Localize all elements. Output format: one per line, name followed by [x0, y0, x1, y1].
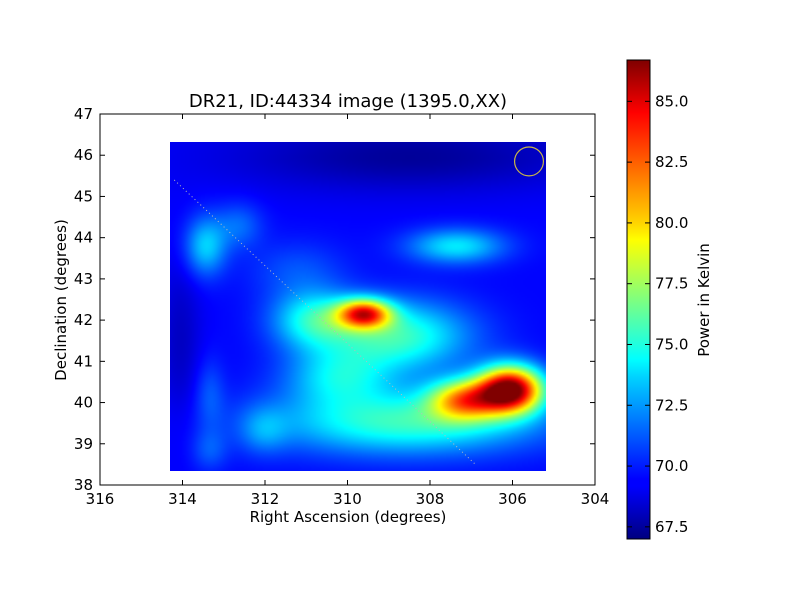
colorbar: 67.5 70.0 72.5 75.0 77.5 80.0 82.5 85.0 Power i…: [626, 59, 713, 540]
x-tick-label: 304: [581, 490, 610, 508]
y-tick-label: 47: [74, 105, 93, 123]
beam-size-circle: [513, 146, 545, 177]
colorbar-label: Power in Kelvin: [695, 243, 713, 357]
chart-title: DR21, ID:44334 image (1395.0,XX): [189, 91, 507, 112]
colorbar-tick-label: 67.5: [655, 518, 688, 536]
y-tick-label: 38: [74, 476, 93, 494]
y-tick-label: 43: [74, 270, 93, 288]
y-tick-label: 46: [74, 146, 93, 164]
y-tick-label: 44: [74, 229, 93, 247]
colorbar-tick-label: 82.5: [655, 153, 688, 171]
colorbar-tick-label: 70.0: [655, 457, 688, 475]
x-axis-label: Right Ascension (degrees): [250, 508, 447, 526]
x-tick-label: 306: [498, 490, 527, 508]
heatmap-image: [170, 142, 546, 471]
x-tick-label: 310: [333, 490, 362, 508]
colorbar-tick-label: 75.0: [655, 335, 688, 353]
overlay-layer: [173, 146, 545, 465]
x-axis-ticks: 316 314 312 310 308 306 304: [86, 114, 610, 508]
colorbar-gradient: [626, 59, 651, 540]
y-tick-label: 42: [74, 311, 93, 329]
main-plot-axes: DR21, ID:44334 image (1395.0,XX) 316 314 3…: [52, 91, 609, 526]
colorbar-tick-label: 72.5: [655, 396, 688, 414]
y-axis-label: Declination (degrees): [52, 219, 70, 381]
y-tick-label: 41: [74, 352, 93, 370]
colorbar-tick-label: 77.5: [655, 275, 688, 293]
y-axis-ticks: 38 39 40 41 42 43 44 45 46 47: [74, 105, 595, 494]
y-tick-label: 39: [74, 435, 93, 453]
x-tick-label: 312: [251, 490, 280, 508]
colorbar-tick-label: 85.0: [655, 92, 688, 110]
colorbar-ticks: 67.5 70.0 72.5 75.0 77.5 80.0 82.5 85.0: [627, 92, 688, 536]
y-tick-label: 40: [74, 394, 93, 412]
colorbar-tick-label: 80.0: [655, 214, 688, 232]
x-tick-label: 316: [86, 490, 115, 508]
x-tick-label: 308: [416, 490, 445, 508]
y-tick-label: 45: [74, 187, 93, 205]
x-tick-label: 314: [168, 490, 197, 508]
